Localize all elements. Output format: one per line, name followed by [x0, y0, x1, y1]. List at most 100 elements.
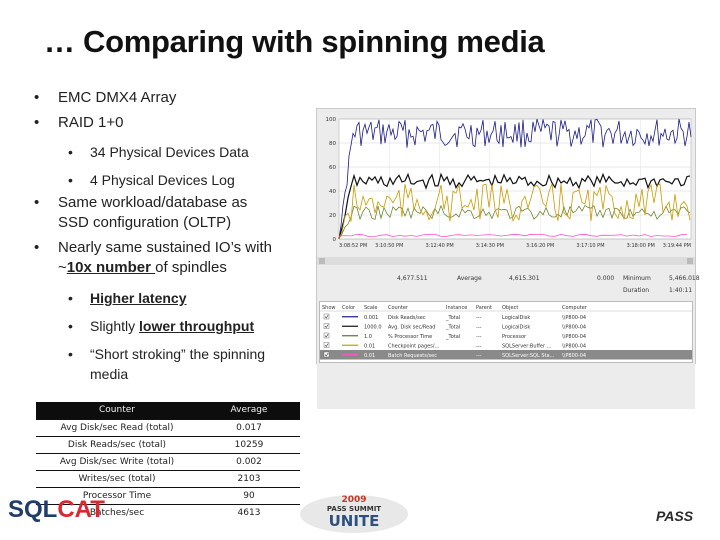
- counter-table-cell: ---: [476, 353, 482, 359]
- stat-minimum-label: Minimum: [623, 275, 651, 282]
- bullet-text: media: [90, 366, 129, 382]
- counter-table-cell: ---: [476, 334, 482, 340]
- counter-table-cell: LogicalDisk: [502, 325, 530, 331]
- pass-year: 2009: [341, 495, 366, 505]
- x-tick-label: 3:18:00 PM: [627, 243, 655, 249]
- counter-table-cell: Batch Requests/sec: [388, 353, 437, 359]
- x-tick-label: 3:12:40 PM: [425, 243, 453, 249]
- average-cell: 2103: [198, 469, 300, 487]
- bullet-text: 34 Physical Devices Data: [90, 144, 249, 160]
- sub-bullet-item: • Slightly lower throughput: [68, 318, 255, 334]
- series-line: [338, 118, 692, 240]
- average-cell: 0.002: [198, 452, 300, 470]
- bullet-text: EMC DMX4 Array: [58, 89, 177, 106]
- counter-table-cell: ---: [476, 344, 482, 350]
- counter-cell: Avg Disk/sec Write (total): [36, 452, 198, 470]
- graph-plot-area: [338, 118, 692, 240]
- sqlcat-logo: SQLCAT: [8, 496, 105, 524]
- counter-table-cell: \\P800-04: [562, 334, 586, 340]
- logo-swirl: [300, 495, 408, 533]
- show-checkbox[interactable]: [323, 332, 330, 339]
- y-tick-label: 40: [329, 189, 336, 195]
- table-row: Batches/sec 4613: [36, 503, 300, 521]
- counter-table-cell: _Total: [445, 315, 460, 321]
- counter-table-cell: SQLServer:Buffer ...: [502, 344, 552, 350]
- graph-scrollbar[interactable]: [317, 257, 695, 265]
- y-tick-label: 80: [329, 141, 336, 147]
- counter-table-header: Counter: [388, 305, 409, 311]
- show-checkbox[interactable]: [323, 351, 330, 358]
- series-line: [338, 204, 691, 240]
- slide-title: … Comparing with spinning media: [44, 24, 545, 59]
- series-line: [338, 233, 688, 238]
- bullet-text: Slightly: [90, 318, 140, 334]
- selected-row-highlight: [320, 350, 692, 360]
- graph-series: [338, 118, 692, 240]
- pass-summit-logo: 2009 PASS SUMMIT UNITE: [300, 495, 408, 533]
- pass-brand: PASS: [656, 508, 694, 524]
- x-tick-label: 3:17:10 PM: [576, 243, 604, 249]
- counter-table-cell: Checkpoint pages/...: [388, 344, 440, 350]
- bullet-text: Nearly same sustained IO’s with: [58, 239, 272, 256]
- show-checkbox[interactable]: [323, 342, 330, 348]
- graph-x-axis: 3:08:52 PM 3:10:50 PM 3:12:40 PM 3:14:30 PM…: [339, 243, 691, 249]
- counter-table-cell: _Total: [445, 325, 460, 331]
- table-row: Avg Disk/sec Read (total) 0.017: [36, 418, 300, 436]
- counter-table-cell: 1000.0: [364, 325, 382, 331]
- y-tick-label: 20: [329, 213, 336, 219]
- column-header-counter: Counter: [36, 402, 198, 419]
- counter-table-header: Computer: [562, 305, 588, 311]
- bullet-text: 4 Physical Devices Log: [90, 172, 235, 188]
- counter-table-cell: Disk Reads/sec: [388, 315, 426, 321]
- counter-cell: Batches/sec: [36, 503, 198, 521]
- checkmark-icon: [324, 324, 329, 329]
- table-header-row: Counter Average: [36, 402, 300, 419]
- perfmon-graph: 100 80 60 40 20 0 3:08:52 PM 3:10:50 PM 3:12:40…: [317, 109, 695, 409]
- table-row: Processor Time 90: [36, 486, 300, 504]
- counter-cell: Disk Reads/sec (total): [36, 435, 198, 453]
- x-tick-label: 3:14:30 PM: [476, 243, 504, 249]
- stat-average: 4,615.301: [509, 275, 540, 282]
- checkmark-icon: [324, 314, 329, 319]
- bullet-emphasis: 10x number: [66, 259, 156, 276]
- sub-bullet-item: • “Short stroking” the spinning media: [68, 346, 266, 382]
- stat-last: 4,677.511: [397, 275, 428, 282]
- bullet-text: RAID 1+0: [58, 114, 124, 131]
- series-line: [338, 183, 691, 240]
- counter-cell: Processor Time: [36, 486, 198, 504]
- bullet-text: ~: [58, 259, 67, 276]
- table-row: Disk Reads/sec (total) 10259: [36, 435, 300, 453]
- counter-table-cell: 0.001: [364, 315, 378, 321]
- y-tick-label: 0: [333, 237, 337, 243]
- counter-table-cell: ---: [476, 315, 482, 321]
- counter-table-header: Show: [322, 305, 336, 311]
- counter-table-header: Parent: [476, 305, 492, 311]
- show-checkbox[interactable]: [323, 313, 330, 320]
- bullet-item: • Same workload/database as SSD configurat…: [34, 194, 248, 231]
- counter-table-header: Object: [502, 305, 518, 311]
- perfmon-stats-bar: 4,677.511 Average 4,615.301 0.000 Minimu…: [319, 273, 700, 299]
- sub-bullet-item: • Higher latency: [68, 290, 187, 306]
- scroll-left-icon[interactable]: [319, 258, 325, 264]
- counter-cell: Writes/sec (total): [36, 469, 198, 487]
- counter-table-header: Color: [342, 305, 356, 311]
- average-cell: 0.017: [198, 418, 300, 436]
- perfmon-counter-table: Show Color Scale Counter Instance Parent Objec…: [319, 301, 693, 363]
- average-cell: 10259: [198, 435, 300, 453]
- bullet-emphasis: Higher latency: [90, 290, 187, 306]
- y-tick-label: 60: [329, 165, 336, 171]
- counter-table-cell: \\P800-04: [562, 353, 586, 359]
- bullet-text: of spindles: [155, 259, 227, 276]
- average-cell: 90: [198, 486, 300, 504]
- y-tick-label: 100: [326, 117, 337, 123]
- scroll-right-icon[interactable]: [687, 258, 693, 264]
- sub-bullet-item: • 4 Physical Devices Log: [68, 172, 235, 188]
- counter-table-cell: LogicalDisk: [502, 315, 530, 321]
- show-checkbox[interactable]: [323, 323, 330, 329]
- x-tick-label: 3:19:44 PM: [663, 243, 691, 249]
- x-tick-label: 3:08:52 PM: [339, 243, 367, 249]
- pass-word: UNITE: [329, 512, 380, 530]
- counter-table-cell: Avg. Disk sec/Read: [388, 325, 435, 331]
- counter-table-cell: \\P800-04: [562, 344, 586, 350]
- counter-table-grid: Show Color Scale Counter Instance Parent Objec…: [320, 305, 692, 360]
